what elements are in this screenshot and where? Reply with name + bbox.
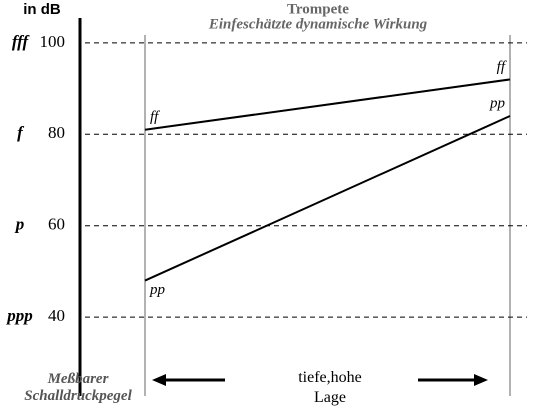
line	[144, 78, 511, 131]
dynamic-label: p	[14, 215, 25, 234]
dynamic-label: ppp	[5, 306, 33, 325]
x-axis-label-text: tiefe,hohe	[298, 369, 362, 386]
series-label: ff	[497, 59, 507, 75]
arrow-left-head	[152, 374, 166, 386]
y-tick-label: 60	[48, 215, 65, 234]
x-axis-label-text: Lage	[314, 389, 346, 406]
chart-subtitle: Einfeschätzte dynamische Wirkung	[208, 16, 428, 32]
line	[144, 115, 511, 282]
y-axis-label-text: Schalldruckpegel	[24, 388, 132, 404]
x-axis-label: tiefe,hohe Lage	[298, 369, 362, 406]
y-axis-label-text: Meßbarer	[47, 371, 109, 387]
y-tick-label: 80	[48, 123, 65, 142]
unit-label: in dB	[23, 1, 61, 18]
y-tick-label: 100	[40, 32, 66, 51]
arrow-right-head	[474, 374, 488, 386]
chart-title: Trompete	[287, 1, 349, 17]
dynamic-label: f	[17, 123, 25, 142]
dynamic-label: fff	[12, 32, 31, 51]
y-axis-label: Meßbarer Schalldruckpegel	[24, 371, 132, 404]
series-label: ff	[150, 109, 160, 125]
y-tick-label: 40	[48, 306, 65, 325]
series-label: pp	[149, 282, 166, 298]
series-label: pp	[489, 95, 506, 111]
